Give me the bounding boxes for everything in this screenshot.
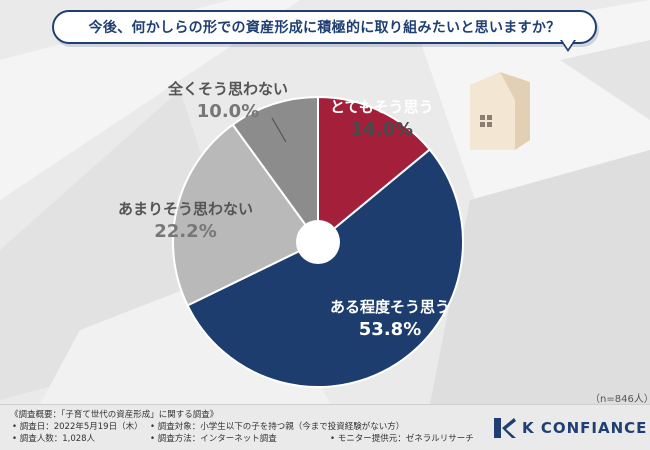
label-aruteido-name: ある程度そう思う: [330, 298, 451, 316]
brand-name: K CONFIANCE: [522, 419, 648, 437]
slice-amari: [172, 123, 320, 307]
label-totemo: とてもそう思う 14.0%: [330, 96, 434, 140]
footer-divider: [0, 404, 650, 405]
k-logo-icon: [494, 418, 516, 438]
survey-method: • 調査方法：インターネット調査: [150, 434, 277, 444]
label-totemo-value: 14.0%: [350, 119, 413, 140]
donut-hole: [296, 220, 340, 264]
label-amari-value: 22.2%: [154, 221, 217, 242]
leader-line-zenku: [271, 117, 287, 143]
label-amari: あまりそう思わない 22.2%: [118, 198, 253, 242]
question-banner: 今後、何かしらの形での資産形成に積極的に取り組みたいと思いますか？: [52, 10, 597, 44]
slice-totemo: [317, 95, 432, 245]
house-block-icon: [470, 72, 530, 150]
slice-aruteido: [186, 148, 464, 388]
label-amari-name: あまりそう思わない: [118, 200, 254, 218]
label-zenku: 全くそう思わない 10.0%: [168, 78, 288, 122]
label-totemo-name: とてもそう思う: [330, 98, 434, 116]
survey-count: • 調査人数：1,028人: [12, 434, 96, 444]
survey-target: • 調査対象：小学生以下の子を持つ親（今まで投資経験がない方）: [150, 422, 405, 432]
label-aruteido-value: 53.8%: [358, 319, 422, 340]
question-text: 今後、何かしらの形での資産形成に積極的に取り組みたいと思いますか？: [88, 20, 561, 36]
label-aruteido: ある程度そう思う 53.8%: [330, 296, 450, 340]
brand-logo: K CONFIANCE: [494, 418, 647, 438]
survey-provider: • モニター提供元：ゼネラルリサーチ: [330, 434, 474, 444]
label-zenku-value: 10.0%: [196, 101, 260, 122]
survey-overview: 《調査概要：「子育て世代の資産形成」に関する調査》: [10, 410, 219, 420]
survey-date: • 調査日：2022年5月19日（木）: [12, 422, 143, 432]
sample-size-note: （n=846人）: [590, 394, 650, 405]
label-zenku-name: 全くそう思わない: [168, 80, 289, 98]
slice-zenku: [231, 95, 319, 246]
